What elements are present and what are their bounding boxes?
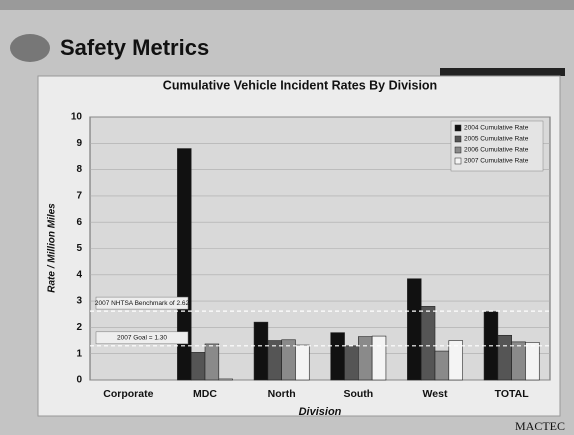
- x-tick-label: MDC: [193, 388, 217, 400]
- reference-label: 2007 Goal = 1.30: [117, 335, 167, 342]
- bar: [511, 341, 526, 381]
- bar: [204, 343, 220, 381]
- header-bar: [440, 68, 565, 76]
- y-axis-label: Rate / Million Miles: [47, 203, 58, 293]
- x-tick-label: TOTAL: [495, 388, 530, 400]
- bar: [295, 344, 310, 381]
- y-tick-label: 4: [76, 269, 82, 280]
- logo-icon: [10, 34, 50, 62]
- bar: [177, 148, 192, 381]
- y-tick-label: 5: [76, 243, 82, 254]
- bar: [434, 350, 450, 381]
- y-tick-label: 3: [76, 296, 82, 307]
- bar: [218, 378, 233, 381]
- legend-label: 2004 Cumulative Rate: [464, 125, 529, 132]
- bar: [190, 352, 206, 381]
- x-axis-label: Division: [299, 406, 342, 418]
- bar: [358, 336, 373, 381]
- legend-swatch: [454, 146, 462, 154]
- logo-text: MACTEC: [515, 419, 565, 433]
- bar: [497, 334, 512, 381]
- bar: [344, 345, 359, 381]
- bar: [420, 306, 436, 381]
- top-band: [0, 0, 574, 10]
- legend-swatch: [454, 124, 462, 132]
- reference-label: 2007 NHTSA Benchmark of 2.62: [95, 300, 190, 307]
- x-tick-label: North: [268, 388, 296, 400]
- reference-label-box: [95, 296, 189, 310]
- bar: [253, 321, 269, 381]
- x-tick-label: West: [423, 388, 448, 400]
- x-tick-label: South: [343, 388, 373, 400]
- bar: [525, 342, 540, 381]
- y-tick-label: 2: [76, 322, 82, 333]
- bar: [448, 340, 463, 381]
- legend-box: [450, 120, 544, 172]
- reference-label-box: [95, 331, 189, 345]
- y-tick-label: 0: [76, 375, 82, 386]
- y-tick-label: 10: [71, 112, 83, 123]
- bar: [371, 335, 387, 381]
- legend-label: 2007 Cumulative Rate: [464, 158, 529, 165]
- legend-label: 2005 Cumulative Rate: [464, 136, 529, 143]
- y-tick-label: 1: [76, 348, 82, 359]
- x-tick-label: Corporate: [103, 388, 153, 400]
- bar: [330, 332, 345, 381]
- bar: [267, 340, 282, 381]
- legend-swatch: [454, 135, 462, 143]
- slide-title: Safety Metrics: [60, 35, 209, 60]
- y-tick-label: 6: [76, 217, 82, 228]
- y-tick-label: 7: [76, 191, 82, 202]
- y-tick-label: 8: [76, 164, 82, 175]
- legend-swatch: [454, 157, 462, 165]
- legend-label: 2006 Cumulative Rate: [464, 147, 529, 154]
- bar: [407, 278, 422, 381]
- y-tick-label: 9: [76, 138, 82, 149]
- chart-title: Cumulative Vehicle Incident Rates By Div…: [163, 78, 437, 92]
